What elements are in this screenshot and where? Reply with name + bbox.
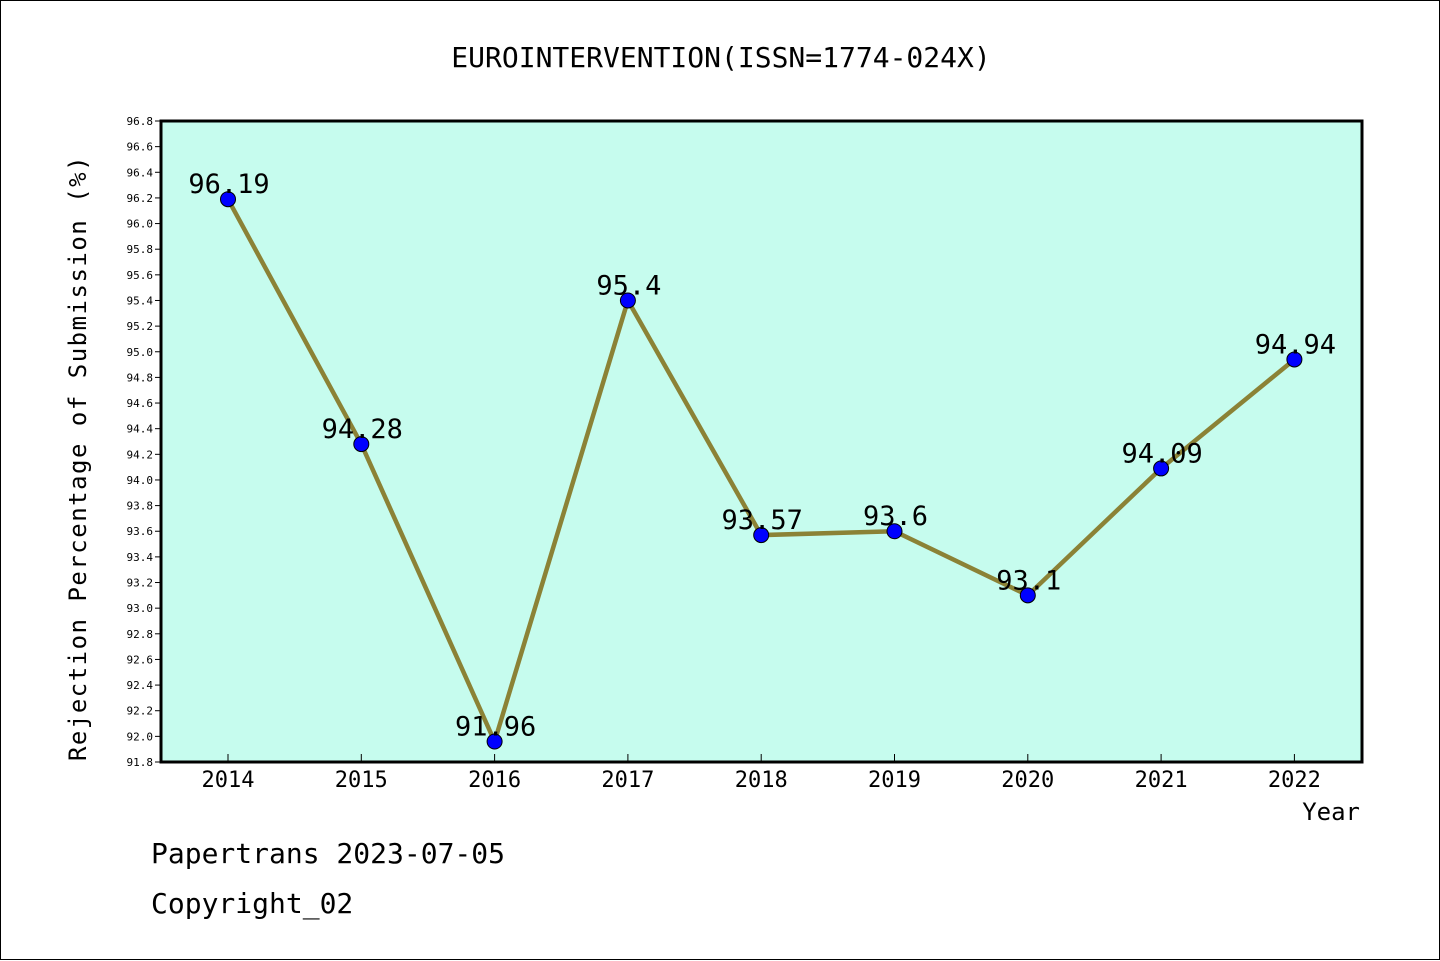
data-point — [1286, 351, 1303, 368]
x-tick-label: 2018 — [735, 768, 788, 793]
x-tick-label: 2020 — [1001, 768, 1054, 793]
y-tick-label: 93.0 — [127, 602, 154, 615]
x-tick-label: 2014 — [202, 768, 255, 793]
x-tick-label: 2021 — [1135, 768, 1188, 793]
y-tick-label: 92.8 — [127, 628, 154, 641]
y-axis-label: Rejection Percentage of Submission (%) — [64, 155, 92, 761]
data-point — [753, 527, 770, 544]
y-tick-label: 94.8 — [127, 371, 154, 384]
x-tick-label: 2017 — [601, 768, 654, 793]
y-tick-label: 95.0 — [127, 346, 154, 359]
y-tick-label: 93.8 — [127, 500, 154, 513]
y-tick-label: 95.8 — [127, 243, 154, 256]
y-tick-label: 92.6 — [127, 653, 154, 666]
data-label: 94.09 — [1121, 438, 1202, 469]
data-label: 93.6 — [863, 501, 928, 532]
y-tick-label: 94.2 — [127, 448, 154, 461]
footer-date: Papertrans 2023-07-05 — [151, 837, 506, 870]
data-label: 95.4 — [596, 270, 661, 301]
y-tick-label: 95.2 — [127, 320, 154, 333]
x-tick-label: 2016 — [468, 768, 521, 793]
y-tick-label: 93.2 — [127, 577, 154, 590]
y-tick-label: 96.6 — [127, 141, 154, 154]
data-point — [220, 191, 236, 208]
y-tick-label: 96.4 — [127, 166, 154, 179]
series-group: 96.19 94.28 91.96 95.4 93.57 93.6 93.1 94.09 94.… — [188, 169, 1336, 750]
y-tick-label: 95.4 — [127, 294, 154, 307]
data-point — [619, 292, 636, 309]
data-label: 93.1 — [996, 565, 1061, 596]
y-tick-label: 93.4 — [127, 551, 154, 564]
x-axis: 2014 2015 2016 2017 2018 2019 2020 2021 2022 — [202, 754, 1321, 793]
y-tick-label: 96.2 — [127, 192, 154, 205]
data-label: 94.28 — [322, 414, 403, 445]
y-tick-label: 92.4 — [127, 679, 154, 692]
x-tick-label: 2015 — [335, 768, 388, 793]
data-label: 96.19 — [188, 169, 269, 200]
y-tick-label: 94.4 — [127, 423, 154, 436]
x-tick-label: 2019 — [868, 768, 921, 793]
y-tick-label: 91.8 — [127, 756, 154, 769]
data-label: 91.96 — [455, 711, 536, 742]
y-tick-label: 94.6 — [127, 397, 154, 410]
data-point — [1153, 460, 1170, 477]
data-point — [886, 523, 903, 540]
chart-title: EUROINTERVENTION(ISSN=1774-024X) — [451, 41, 990, 74]
data-point — [486, 733, 503, 750]
x-axis-label: Year — [1302, 798, 1360, 826]
y-tick-label: 92.2 — [127, 705, 154, 718]
y-tick-label: 95.6 — [127, 269, 154, 282]
x-tick-label: 2022 — [1268, 768, 1321, 793]
data-point — [353, 436, 370, 453]
y-tick-label: 94.0 — [127, 474, 154, 487]
data-label: 93.57 — [722, 505, 803, 536]
y-axis: 91.8 92.0 92.2 92.4 92.6 92.8 93.0 93.2 93.4 93.6… — [127, 115, 161, 769]
y-tick-label: 92.0 — [127, 730, 154, 743]
data-label: 94.94 — [1255, 329, 1336, 360]
y-tick-label: 96.0 — [127, 218, 154, 231]
data-point — [1019, 587, 1036, 604]
y-tick-label: 96.8 — [127, 115, 154, 128]
footer-copyright: Copyright_02 — [151, 887, 354, 920]
y-tick-label: 93.6 — [127, 525, 154, 538]
